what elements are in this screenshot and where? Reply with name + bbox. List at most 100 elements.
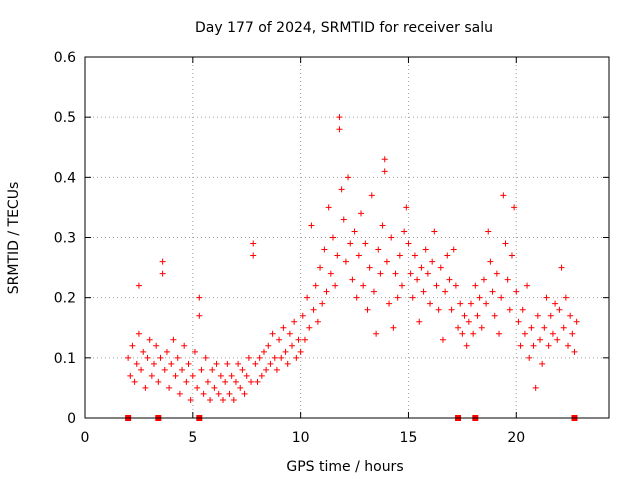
data-point bbox=[554, 336, 561, 343]
data-point bbox=[502, 240, 509, 247]
data-point bbox=[547, 312, 554, 319]
data-point bbox=[500, 192, 507, 199]
y-tick-label: 0.3 bbox=[54, 231, 76, 247]
data-point bbox=[317, 264, 324, 271]
data-point bbox=[321, 246, 328, 253]
data-point bbox=[491, 312, 498, 319]
data-point bbox=[345, 174, 352, 181]
data-point bbox=[528, 324, 535, 331]
axis-ticks bbox=[84, 56, 609, 419]
data-point bbox=[215, 390, 222, 397]
data-point bbox=[474, 312, 481, 319]
data-point bbox=[403, 204, 410, 211]
data-point bbox=[202, 354, 209, 361]
data-point bbox=[435, 306, 442, 313]
data-point bbox=[170, 336, 177, 343]
data-point bbox=[390, 324, 397, 331]
data-point bbox=[485, 228, 492, 235]
data-point bbox=[541, 324, 548, 331]
data-point bbox=[278, 354, 285, 361]
data-point bbox=[127, 372, 134, 379]
data-point bbox=[308, 222, 315, 229]
data-point bbox=[504, 276, 511, 283]
data-point bbox=[375, 246, 382, 253]
data-point bbox=[429, 258, 436, 265]
grid-lines bbox=[85, 57, 609, 418]
data-point bbox=[457, 300, 464, 307]
data-point bbox=[388, 234, 395, 241]
y-tick-labels: 0 0.1 0.2 0.3 0.4 0.5 0.6 bbox=[54, 50, 76, 427]
data-point bbox=[398, 282, 405, 289]
data-point bbox=[159, 270, 166, 277]
data-point bbox=[263, 366, 270, 373]
data-point bbox=[420, 288, 427, 295]
data-point bbox=[448, 306, 455, 313]
y-tick-label: 0.6 bbox=[54, 50, 76, 66]
data-point bbox=[196, 312, 203, 319]
data-point bbox=[319, 300, 326, 307]
data-point bbox=[310, 306, 317, 313]
data-point bbox=[515, 318, 522, 325]
data-point bbox=[168, 360, 175, 367]
data-point bbox=[472, 282, 479, 289]
data-point bbox=[407, 270, 414, 277]
data-point bbox=[340, 216, 347, 223]
data-point bbox=[299, 312, 306, 319]
data-point bbox=[211, 384, 218, 391]
data-point bbox=[353, 294, 360, 301]
data-point bbox=[476, 294, 483, 301]
data-point bbox=[304, 294, 311, 301]
data-point bbox=[181, 342, 188, 349]
data-point bbox=[157, 354, 164, 361]
data-point bbox=[252, 360, 259, 367]
data-point bbox=[267, 360, 274, 367]
data-point bbox=[394, 294, 401, 301]
data-point bbox=[489, 288, 496, 295]
x-axis-label: GPS time / hours bbox=[286, 459, 403, 475]
data-point bbox=[379, 222, 386, 229]
data-point bbox=[228, 372, 235, 379]
data-point bbox=[478, 324, 485, 331]
data-point bbox=[187, 396, 194, 403]
data-point bbox=[496, 330, 503, 337]
data-point bbox=[396, 252, 403, 259]
data-point bbox=[467, 300, 474, 307]
data-point bbox=[459, 330, 466, 337]
x-tick-labels: 0 5 10 15 20 bbox=[81, 430, 526, 446]
data-point bbox=[381, 168, 388, 175]
data-point bbox=[336, 114, 343, 121]
data-point bbox=[450, 246, 457, 253]
data-point bbox=[498, 294, 505, 301]
data-point bbox=[204, 378, 211, 385]
data-point bbox=[508, 252, 515, 259]
data-point bbox=[334, 252, 341, 259]
data-point bbox=[470, 330, 477, 337]
data-point bbox=[511, 204, 518, 211]
data-point bbox=[392, 270, 399, 277]
data-point bbox=[351, 228, 358, 235]
data-point bbox=[273, 366, 280, 373]
data-point bbox=[217, 372, 224, 379]
data-point bbox=[517, 342, 524, 349]
data-point bbox=[172, 372, 179, 379]
data-point bbox=[148, 372, 155, 379]
data-point bbox=[200, 390, 207, 397]
data-point bbox=[422, 246, 429, 253]
data-point bbox=[312, 282, 319, 289]
data-point bbox=[325, 204, 332, 211]
x-tick-label: 10 bbox=[292, 430, 310, 446]
plot-frame bbox=[84, 56, 610, 419]
data-point bbox=[401, 228, 408, 235]
data-point bbox=[358, 210, 365, 217]
data-point bbox=[138, 366, 145, 373]
data-point bbox=[301, 336, 308, 343]
data-point bbox=[366, 264, 373, 271]
data-point bbox=[140, 348, 147, 355]
data-point bbox=[565, 342, 572, 349]
x-tick-label: 15 bbox=[400, 430, 418, 446]
data-point bbox=[250, 240, 257, 247]
data-point bbox=[370, 288, 377, 295]
data-point bbox=[191, 348, 198, 355]
data-point bbox=[364, 306, 371, 313]
